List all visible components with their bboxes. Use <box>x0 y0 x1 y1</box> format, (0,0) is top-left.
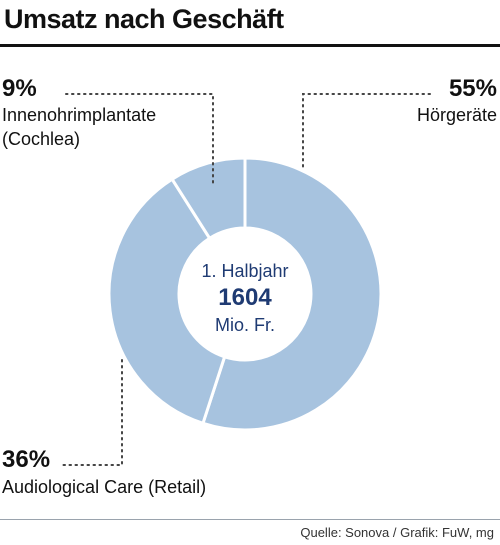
label-name-retail: Audiological Care (Retail) <box>2 477 206 497</box>
center-total: 1604 <box>218 284 272 311</box>
donut-slice-hoergeraete <box>201 156 383 432</box>
footer-rule <box>0 519 500 520</box>
center-period: 1. Halbjahr <box>201 261 288 281</box>
label-pct-hoergeraete: 55% <box>449 75 497 102</box>
donut-slice-cochlea <box>170 156 247 240</box>
leader-line-hoergeraete <box>302 93 431 169</box>
title-rule <box>0 44 500 47</box>
label-pct-cochlea: 9% <box>2 75 37 102</box>
label-pct-retail: 36% <box>2 446 50 473</box>
chart-title: Umsatz nach Geschäft <box>4 4 284 34</box>
donut-slice-retail <box>107 177 227 425</box>
label-name-cochlea-line1: Innenohrimplantate <box>2 105 156 125</box>
source-note: Quelle: Sonova / Grafik: FuW, mg <box>300 525 494 540</box>
label-name-hoergeraete: Hörgeräte <box>417 105 497 125</box>
center-unit: Mio. Fr. <box>215 315 275 335</box>
leader-line-cochlea <box>65 93 214 187</box>
label-name-cochlea-line2: (Cochlea) <box>2 129 80 149</box>
donut-slices <box>107 156 383 432</box>
leader-line-retail <box>59 359 123 466</box>
